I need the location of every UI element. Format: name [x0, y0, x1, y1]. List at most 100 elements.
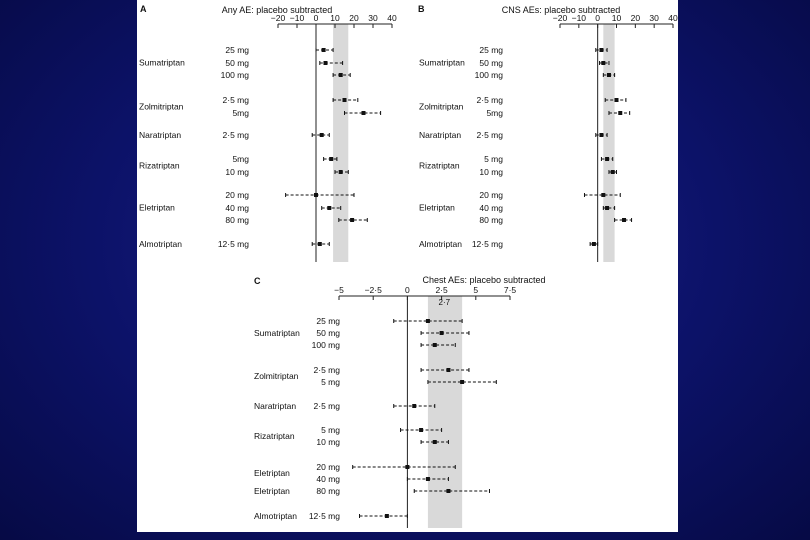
point-estimate [610, 170, 615, 174]
dose-label: 5 mg [321, 425, 340, 435]
x-tick-label: 0 [314, 13, 319, 23]
dose-label: 100 mg [312, 340, 341, 350]
x-tick-label: 2·5 [435, 285, 448, 295]
dose-label: 5mg [232, 154, 249, 164]
dose-label: 12·5 mg [472, 239, 503, 249]
drug-label: Zolmitriptan [419, 102, 464, 112]
drug-label: Naratriptan [254, 401, 296, 411]
dose-label: 25 mg [225, 45, 249, 55]
dose-label: 10 mg [225, 167, 249, 177]
dose-label: 100 mg [221, 70, 250, 80]
drug-label: Sumatriptan [419, 58, 465, 68]
panel-title: Any AE: placebo subtracted [222, 5, 333, 15]
point-estimate [321, 48, 326, 52]
drug-label: Naratriptan [419, 130, 461, 140]
x-tick-label: 20 [349, 13, 359, 23]
drug-label: Naratriptan [139, 130, 181, 140]
drug-label: Rizatriptan [419, 161, 460, 171]
x-tick-label: 5 [473, 285, 478, 295]
dose-label: 20 mg [225, 190, 249, 200]
panel-label: B [418, 4, 425, 14]
point-estimate [446, 368, 451, 372]
x-tick-label: −2·5 [365, 285, 383, 295]
dose-label: 2·5 mg [314, 401, 341, 411]
drug-label: Almotriptan [139, 239, 182, 249]
point-estimate [432, 440, 437, 444]
x-tick-label: −5 [334, 285, 344, 295]
drug-label: Eletriptan [254, 486, 290, 496]
x-tick-label: 7·5 [504, 285, 517, 295]
x-tick-label: −20 [271, 13, 286, 23]
dose-label: 50 mg [316, 328, 340, 338]
point-estimate [460, 380, 465, 384]
point-estimate [327, 206, 332, 210]
dose-label: 25 mg [316, 316, 340, 326]
dose-label: 40 mg [479, 203, 503, 213]
dose-label: 2·5 mg [314, 365, 341, 375]
panel-title: CNS AEs: placebo subtracted [502, 5, 621, 15]
forest-plot-figure: −20 −10 0 10 20 30 40 Any AE: placebo subtracte… [137, 0, 678, 532]
drug-label: Zolmitriptan [139, 102, 184, 112]
dose-label: 12·5 mg [309, 511, 340, 521]
point-estimate [317, 242, 322, 246]
point-estimate [323, 61, 328, 65]
point-estimate [314, 193, 318, 197]
dose-label: 2·5 mg [477, 95, 504, 105]
point-estimate [446, 489, 451, 493]
point-estimate [605, 206, 610, 210]
reference-band [603, 24, 615, 262]
point-estimate [618, 111, 623, 115]
x-tick-label: 10 [330, 13, 340, 23]
point-estimate [622, 218, 627, 222]
x-tick-label: −10 [290, 13, 305, 23]
dose-label: 5mg [232, 108, 249, 118]
point-estimate [338, 170, 343, 174]
x-tick-label: −20 [553, 13, 568, 23]
dose-label: 80 mg [316, 486, 340, 496]
point-estimate [319, 133, 324, 137]
point-estimate [405, 465, 410, 469]
dose-label: 2·5 mg [223, 130, 250, 140]
drug-label: Eletriptan [419, 203, 455, 213]
dose-label: 5mg [486, 108, 503, 118]
point-estimate [412, 404, 417, 408]
point-estimate [432, 343, 437, 347]
reference-band [333, 24, 349, 262]
drug-label: Eletriptan [254, 468, 290, 478]
dose-label: 80 mg [479, 215, 503, 225]
point-estimate [601, 61, 606, 65]
point-estimate [350, 218, 355, 222]
point-estimate [329, 157, 334, 161]
drug-label: Sumatriptan [139, 58, 185, 68]
point-estimate [599, 133, 604, 137]
dose-label: 80 mg [225, 215, 249, 225]
point-estimate [599, 48, 604, 52]
dose-label: 100 mg [475, 70, 504, 80]
x-tick-label: 40 [387, 13, 397, 23]
dose-label: 50 mg [225, 58, 249, 68]
dose-label: 25 mg [479, 45, 503, 55]
drug-label: Rizatriptan [254, 431, 295, 441]
point-estimate [384, 514, 389, 518]
x-tick-label: 40 [668, 13, 678, 23]
x-tick-label: 10 [612, 13, 622, 23]
point-estimate [338, 73, 343, 77]
x-tick-label: 30 [368, 13, 378, 23]
drug-label: Eletriptan [139, 203, 175, 213]
point-estimate [419, 428, 424, 432]
drug-label: Sumatriptan [254, 328, 300, 338]
x-tick-label: 0 [405, 285, 410, 295]
dose-label: 2·5 mg [477, 130, 504, 140]
dose-label: 10 mg [479, 167, 503, 177]
panel-label: C [254, 276, 261, 286]
point-estimate [342, 98, 347, 102]
point-estimate [605, 157, 610, 161]
x-tick-label: 0 [595, 13, 600, 23]
x-tick-label: −10 [572, 13, 587, 23]
dose-label: 50 mg [479, 58, 503, 68]
x-tick-label: 30 [649, 13, 659, 23]
dose-label: 20 mg [479, 190, 503, 200]
drug-label: Rizatriptan [139, 161, 180, 171]
reference-band [427, 296, 463, 528]
drug-label: Zolmitriptan [254, 371, 299, 381]
